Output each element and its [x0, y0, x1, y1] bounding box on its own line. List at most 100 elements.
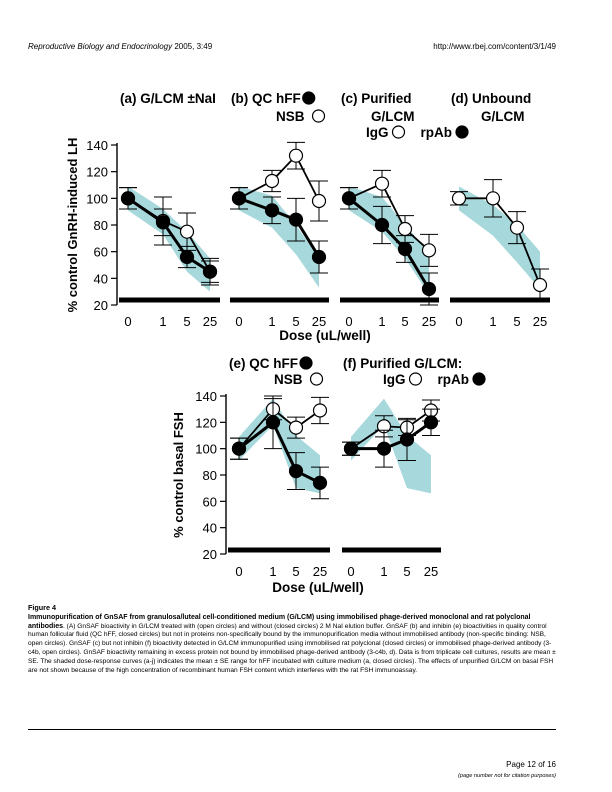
data-point: [397, 241, 413, 257]
panel-subtitle: G/LCM: [481, 109, 525, 124]
figure-label: Figure 4: [28, 603, 56, 612]
subtitle-marker: [311, 109, 326, 123]
data-series: [230, 187, 328, 274]
x-tick-label: 0: [455, 314, 462, 329]
panel-title: (e) QC hFF: [229, 356, 298, 371]
figure-caption-title: Immunopurification of GnSAF from granulo…: [28, 613, 531, 630]
panel-title: (a) G/LCM ±NaI: [120, 91, 216, 106]
data-point: [265, 415, 281, 430]
x-tick-label: 0: [345, 314, 352, 329]
series-line: [351, 421, 432, 451]
chart-panel: 0 1 5 25 (b) QC hFF NSB: [230, 91, 329, 329]
data-point: [423, 415, 439, 430]
data-point: [231, 191, 247, 206]
journal-year-volume: 2005, 3:49: [174, 42, 213, 51]
y-tick-label: 40: [94, 271, 108, 286]
x-tick-label: 1: [489, 314, 496, 329]
series-line: [238, 154, 320, 202]
x-tick-label: 5: [292, 564, 299, 579]
x-tick-label: 5: [183, 314, 190, 329]
data-point: [397, 221, 413, 237]
data-series: [342, 408, 440, 468]
data-point: [374, 217, 390, 233]
data-point: [311, 249, 327, 265]
data-point: [485, 191, 501, 206]
series-line: [350, 409, 432, 450]
data-point: [421, 243, 437, 258]
x-axis-label: Dose (uL/well): [272, 580, 364, 595]
running-header-journal: Reproductive Biology and Endocrinology 2…: [28, 42, 212, 51]
y-tick-label: 100: [86, 191, 108, 206]
legend-marker: [408, 372, 423, 386]
x-tick-label: 0: [235, 564, 242, 579]
legend-label: IgG: [366, 125, 389, 140]
chart-panel: 0 1 5 25 (f) Purified G/LCM:IgG rpAb: [342, 356, 486, 579]
x-tick-label: 1: [380, 564, 387, 579]
y-axis-label: % control GnRH-induced LH: [65, 138, 80, 313]
data-point: [451, 191, 467, 206]
legend-marker: [472, 372, 486, 386]
data-point: [399, 432, 415, 447]
confidence-band: [239, 186, 319, 288]
page-number: Page 12 of 16: [506, 760, 556, 769]
x-tick-label: 25: [203, 314, 217, 329]
x-tick-label: 0: [347, 564, 354, 579]
data-point: [421, 281, 437, 297]
data-point: [231, 441, 247, 456]
x-tick-label: 1: [268, 314, 275, 329]
confidence-band: [459, 186, 540, 289]
series-line: [238, 407, 321, 450]
data-point: [374, 176, 390, 191]
data-point: [509, 220, 525, 235]
y-tick-label: 40: [203, 521, 217, 536]
data-series: [230, 395, 329, 500]
figure-caption: Figure 4 Immunopurification of GnSAF fro…: [28, 603, 560, 675]
data-series: [450, 179, 549, 302]
data-point: [179, 224, 195, 239]
confidence-band: [351, 398, 431, 494]
confidence-band: [239, 398, 320, 494]
running-header-url[interactable]: http://www.rbej.com/content/3/1/49: [433, 42, 556, 51]
y-tick-label: 140: [195, 389, 217, 404]
data-point: [376, 441, 392, 456]
data-point: [264, 173, 280, 189]
data-point: [341, 191, 357, 206]
series-line: [127, 197, 211, 273]
panel-subtitle: NSB: [274, 372, 303, 387]
legend-label: IgG: [383, 372, 406, 387]
x-tick-label: 1: [159, 314, 166, 329]
x-tick-label: 1: [269, 564, 276, 579]
series-line: [238, 420, 321, 485]
journal-name: Reproductive Biology and Endocrinology: [28, 42, 173, 51]
y-tick-label: 140: [86, 138, 108, 153]
title-marker: [299, 356, 313, 370]
figure-caption-body: . (A) GnSAF bioactivity in G/LCM treated…: [28, 622, 556, 674]
data-point: [288, 420, 304, 435]
legend-label: rpAb: [421, 125, 453, 140]
chart-panel: 0 1 5 25 (d) Unbound G/LCM: [450, 91, 550, 329]
series-line: [459, 197, 541, 286]
y-tick-label: 20: [94, 298, 108, 313]
panel-title: (c) Purified: [341, 91, 412, 106]
panel-title: (f) Purified G/LCM:: [343, 356, 462, 371]
y-tick-label: 60: [94, 245, 108, 260]
data-point: [312, 475, 328, 490]
data-point: [311, 193, 327, 209]
panel-title: (d) Unbound: [451, 91, 531, 106]
y-tick-label: 100: [195, 442, 217, 457]
data-point: [288, 148, 304, 163]
data-point: [179, 249, 195, 265]
data-point: [288, 463, 304, 479]
series-line: [348, 197, 431, 290]
y-axis-label: % control basal FSH: [171, 412, 186, 538]
data-point: [155, 215, 171, 230]
legend-marker: [391, 125, 406, 139]
x-tick-label: 25: [424, 564, 438, 579]
page-number-note: (page number not for citation purposes): [458, 773, 556, 779]
y-tick-label: 120: [86, 165, 108, 180]
